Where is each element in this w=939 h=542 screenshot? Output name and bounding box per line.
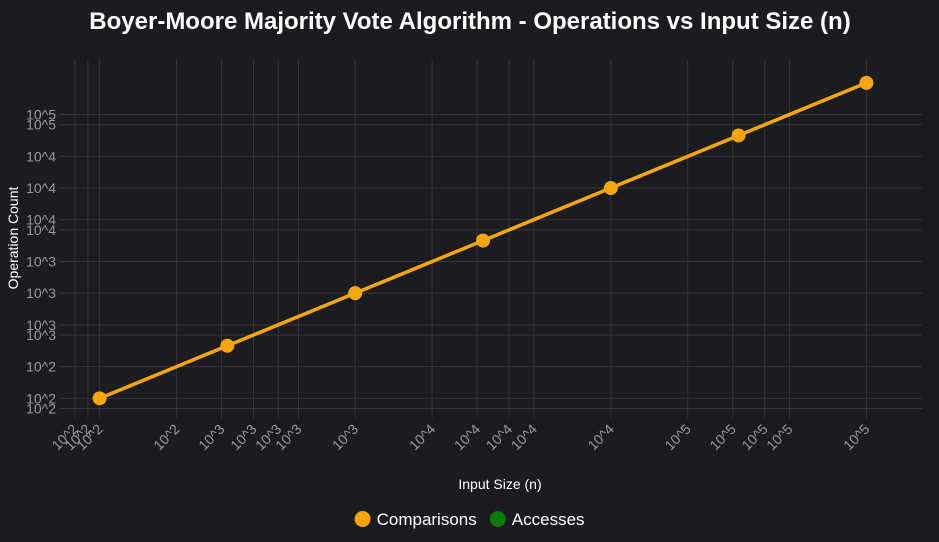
x-tick-label: 10^5: [840, 421, 873, 454]
x-tick-label: 10^5: [661, 421, 694, 454]
x-axis-label: Input Size (n): [458, 476, 541, 492]
data-point: [859, 75, 874, 90]
y-tick-label: 10^4: [26, 148, 56, 164]
legend-marker-accesses: [489, 511, 506, 527]
x-tick-label: 10^2: [150, 421, 183, 454]
data-point: [348, 286, 363, 301]
data-point: [731, 128, 746, 143]
x-tick-label: 10^5: [706, 421, 739, 454]
y-tick-label: 10^4: [26, 222, 56, 238]
y-tick-labels: 10^210^210^210^310^310^310^310^410^410^4…: [26, 107, 56, 417]
y-tick-label: 10^2: [26, 401, 56, 417]
legend-label-accesses: Accesses: [512, 510, 585, 529]
y-tick-label: 10^3: [26, 285, 56, 301]
x-tick-labels: 10^210^210^2 10^2 10^3 10^310^310^3 10^3 10^4…: [48, 421, 872, 454]
y-gridlines: [60, 114, 922, 410]
y-tick-label: 10^3: [26, 327, 56, 343]
x-tick-label: 10^4: [451, 421, 484, 454]
y-tick-label: 10^5: [26, 107, 56, 123]
x-gridlines: [74, 60, 867, 418]
x-tick-label: 10^5: [738, 421, 771, 454]
chart-title: Boyer-Moore Majority Vote Algorithm - Op…: [89, 8, 850, 35]
data-point: [475, 233, 490, 248]
legend: Comparisons Accesses: [354, 510, 585, 529]
data-point: [603, 181, 618, 196]
legend-label-comparisons: Comparisons: [377, 510, 477, 529]
y-axis-label: Operation Count: [5, 187, 21, 290]
series-layer: [92, 75, 874, 406]
y-tick-label: 10^5: [26, 117, 56, 133]
y-tick-label: 10^3: [26, 254, 56, 270]
x-tick-label: 10^4: [584, 421, 617, 454]
data-point: [92, 391, 107, 406]
y-tick-label: 10^4: [26, 212, 56, 228]
x-tick-label: 10^4: [406, 421, 439, 454]
data-point: [220, 338, 235, 353]
x-tick-label: 10^3: [195, 421, 228, 454]
y-tick-label: 10^3: [26, 317, 56, 333]
x-tick-label: 10^3: [227, 421, 260, 454]
x-tick-label: 10^4: [483, 421, 516, 454]
legend-marker-comparisons: [354, 511, 371, 527]
y-tick-label: 10^2: [26, 390, 56, 406]
y-tick-label: 10^4: [26, 180, 56, 196]
x-tick-label: 10^3: [329, 421, 362, 454]
x-tick-label: 10^5: [763, 421, 796, 454]
x-tick-label: 10^4: [507, 421, 540, 454]
y-tick-label: 10^2: [26, 359, 56, 375]
